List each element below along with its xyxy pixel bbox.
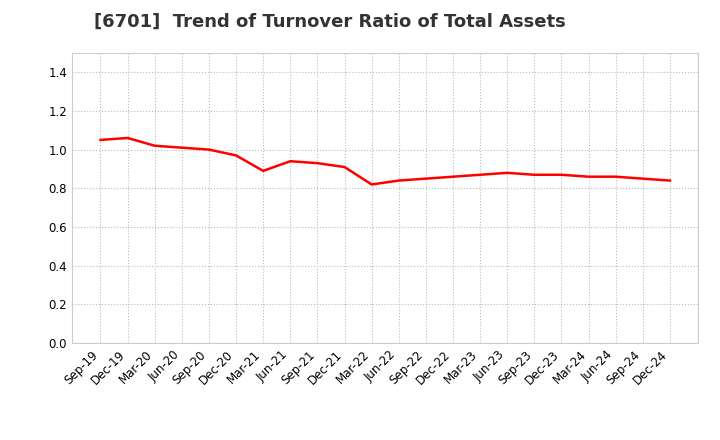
Text: [6701]  Trend of Turnover Ratio of Total Assets: [6701] Trend of Turnover Ratio of Total … <box>94 13 565 31</box>
